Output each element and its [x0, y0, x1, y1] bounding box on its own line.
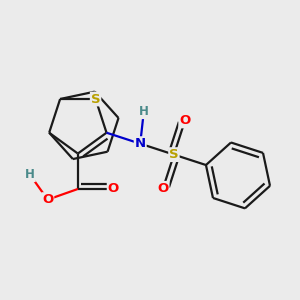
Text: O: O	[179, 114, 191, 128]
Text: H: H	[25, 168, 35, 181]
Text: H: H	[139, 105, 149, 118]
Text: N: N	[135, 137, 146, 150]
Text: O: O	[158, 182, 169, 195]
Text: S: S	[169, 148, 179, 161]
Text: O: O	[108, 182, 119, 196]
Text: S: S	[91, 92, 100, 106]
Text: O: O	[42, 193, 53, 206]
